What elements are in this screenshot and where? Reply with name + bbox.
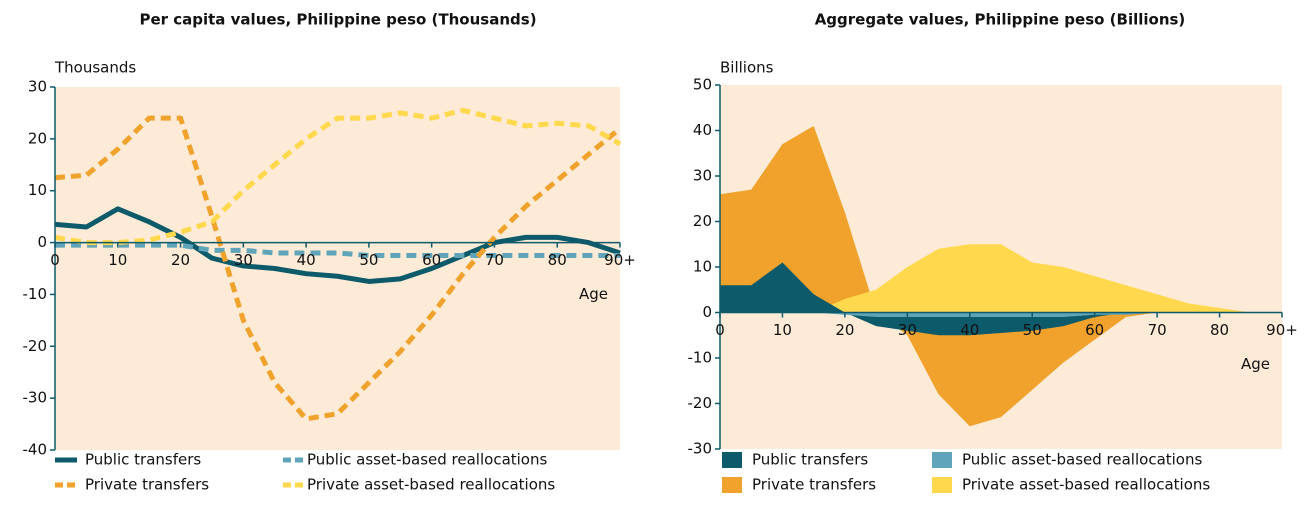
- y-tick-label: 30: [28, 78, 47, 96]
- x-tick-label: 40: [297, 251, 316, 269]
- y-tick-label: -10: [688, 349, 713, 367]
- x-tick-label: 10: [773, 321, 792, 339]
- x-tick-label: 0: [50, 251, 60, 269]
- line: [54, 115, 622, 422]
- y-tick-label: -30: [688, 440, 713, 458]
- y-tick-label: -10: [23, 285, 48, 303]
- legend-swatch: [932, 452, 952, 468]
- legend-label: Private asset-based reallocations: [962, 476, 1210, 494]
- y-tick-label: -40: [23, 441, 48, 459]
- x-tick-label: 60: [422, 251, 441, 269]
- area: [720, 125, 1282, 427]
- legend-label: Public transfers: [752, 451, 868, 469]
- legend-swatch: [722, 477, 742, 493]
- legend-label: Private asset-based reallocations: [307, 476, 555, 494]
- line: [55, 242, 620, 259]
- x-tick-label: 30: [898, 321, 917, 339]
- x-tick-label: 40: [960, 321, 979, 339]
- y-tick-label: 10: [693, 258, 712, 276]
- x-tick-label: 20: [171, 251, 190, 269]
- y-axis-label: Thousands: [54, 59, 136, 77]
- y-tick-label: 0: [702, 303, 712, 321]
- x-tick-label: 30: [234, 251, 253, 269]
- x-tick-label: 50: [359, 251, 378, 269]
- y-tick-label: 20: [693, 212, 712, 230]
- x-tick-label: 70: [1148, 321, 1167, 339]
- legend-label: Private transfers: [85, 476, 209, 494]
- x-tick-label: 50: [1023, 321, 1042, 339]
- x-tick-label: 60: [1085, 321, 1104, 339]
- x-tick-label: 90+: [604, 251, 636, 269]
- x-tick-label: 10: [108, 251, 127, 269]
- x-axis-label: Age: [1241, 355, 1270, 373]
- y-tick-label: 40: [693, 121, 712, 139]
- y-tick-label: -30: [23, 389, 48, 407]
- legend-swatch: [722, 452, 742, 468]
- x-tick-label: 80: [548, 251, 567, 269]
- x-axis-label: Age: [579, 285, 608, 303]
- line: [54, 107, 622, 246]
- line: [54, 206, 621, 284]
- area: [720, 262, 1282, 336]
- legend-label: Public asset-based reallocations: [307, 451, 547, 469]
- x-tick-label: 80: [1210, 321, 1229, 339]
- legend-label: Public asset-based reallocations: [962, 451, 1202, 469]
- chart-title: Per capita values, Philippine peso (Thou…: [139, 11, 536, 29]
- legend-label: Private transfers: [752, 476, 876, 494]
- y-tick-label: -20: [23, 337, 48, 355]
- plot-area: [55, 87, 620, 450]
- area: [720, 244, 1282, 313]
- y-tick-label: -20: [688, 394, 713, 412]
- y-axis-label: Billions: [720, 59, 774, 77]
- y-tick-label: 0: [37, 233, 47, 251]
- y-tick-label: 20: [28, 129, 47, 147]
- legend-swatch: [932, 477, 952, 493]
- chart-title: Aggregate values, Philippine peso (Billi…: [815, 11, 1186, 29]
- y-tick-label: 30: [693, 167, 712, 185]
- x-tick-label: 20: [835, 321, 854, 339]
- x-tick-label: 90+: [1266, 321, 1298, 339]
- x-tick-label: 0: [715, 321, 725, 339]
- y-tick-label: 50: [693, 76, 712, 94]
- x-tick-label: 70: [485, 251, 504, 269]
- legend-label: Public transfers: [85, 451, 201, 469]
- y-tick-label: 10: [28, 181, 47, 199]
- area: [720, 312, 1282, 318]
